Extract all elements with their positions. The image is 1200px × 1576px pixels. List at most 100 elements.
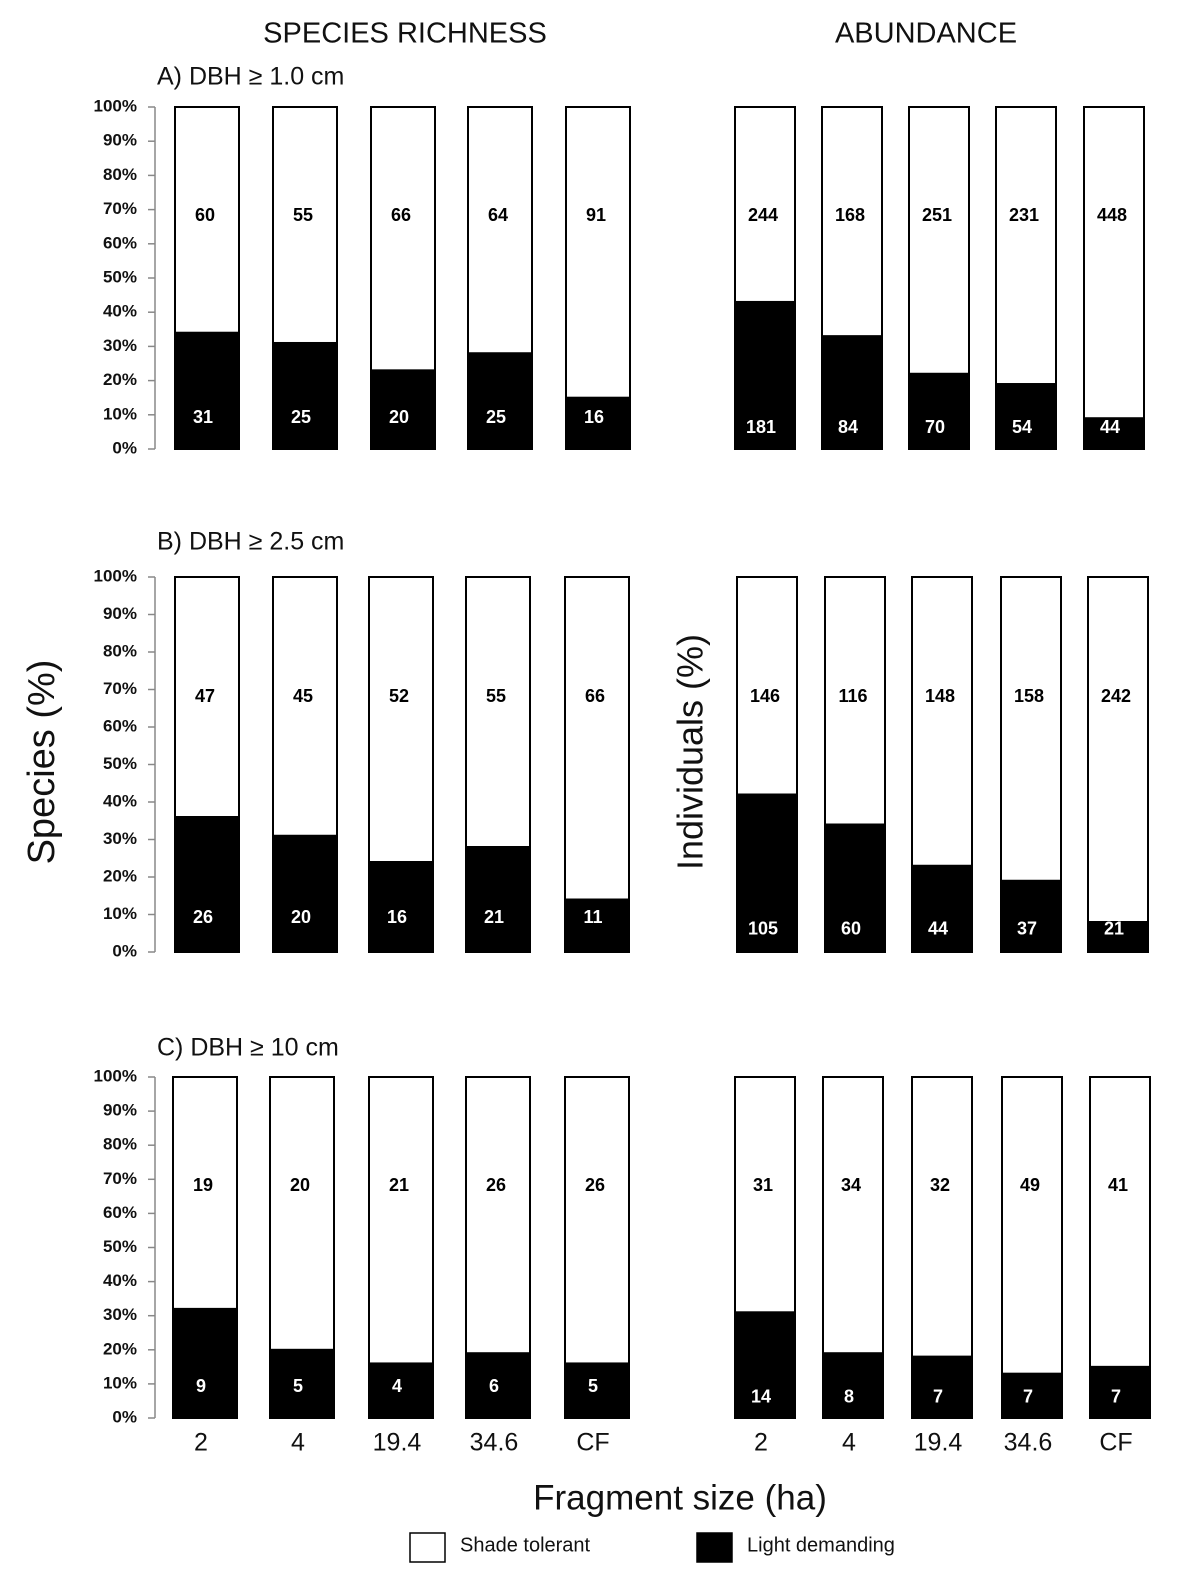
y-tick-label: 50% xyxy=(103,267,137,286)
count-label: 26 xyxy=(585,1175,605,1195)
x-tick-label: CF xyxy=(1099,1429,1132,1457)
y-tick-label: 60% xyxy=(103,233,137,252)
count-label: 45 xyxy=(293,686,313,706)
bar-segment xyxy=(911,576,973,867)
bar-segment xyxy=(995,106,1057,386)
bar-segment xyxy=(174,331,240,450)
y-tick-label: 90% xyxy=(103,604,137,623)
count-label: 34 xyxy=(841,1175,861,1195)
panel-title: B) DBH ≥ 2.5 cm xyxy=(157,528,344,556)
count-label: 7 xyxy=(1023,1386,1033,1406)
bar-segment xyxy=(172,1076,238,1310)
count-label: 66 xyxy=(391,205,411,225)
count-label: 448 xyxy=(1097,205,1127,225)
count-label: 116 xyxy=(838,686,867,706)
bar-segment xyxy=(368,861,434,953)
bar-segment xyxy=(269,1076,335,1351)
count-label: 44 xyxy=(928,918,948,938)
count-label: 21 xyxy=(1104,918,1124,938)
bar-segment xyxy=(272,341,338,451)
panel-title: A) DBH ≥ 1.0 cm xyxy=(157,63,344,91)
y-tick-label: 40% xyxy=(103,1271,137,1290)
x-tick-label: CF xyxy=(576,1429,609,1457)
bar-segment xyxy=(269,1348,335,1420)
legend-swatch xyxy=(696,1532,733,1563)
legend-label: Shade tolerant xyxy=(460,1534,591,1556)
bar-segment xyxy=(1083,106,1145,420)
bar-segment xyxy=(1089,1076,1151,1368)
y-tick-label: 100% xyxy=(94,566,137,585)
count-label: 31 xyxy=(753,1175,773,1195)
count-label: 6 xyxy=(489,1376,499,1396)
count-label: 84 xyxy=(838,417,858,437)
y-tick-label: 50% xyxy=(103,1237,137,1256)
bar-segment xyxy=(174,106,240,334)
count-label: 32 xyxy=(930,1175,950,1195)
y-tick-label: 0% xyxy=(112,941,137,960)
x-tick-label: 34.6 xyxy=(470,1429,519,1457)
bar-segment xyxy=(368,1362,434,1419)
bar-segment xyxy=(821,335,883,451)
bar-segment xyxy=(734,106,796,303)
bar-segment xyxy=(465,1352,531,1419)
bar-segment xyxy=(822,1352,884,1419)
bar-segment xyxy=(465,846,531,953)
y-tick-label: 90% xyxy=(103,131,137,150)
x-tick-label: 19.4 xyxy=(914,1429,963,1457)
x-tick-label: 4 xyxy=(842,1429,856,1457)
y-axis-label: Species (%) xyxy=(21,660,63,865)
y-tick-label: 90% xyxy=(103,1101,137,1120)
bar-segment xyxy=(1000,576,1062,882)
count-label: 25 xyxy=(486,407,506,427)
count-label: 105 xyxy=(748,918,778,938)
y-tick-label: 40% xyxy=(103,791,137,810)
bar-segment xyxy=(824,576,886,826)
count-label: 244 xyxy=(748,205,778,225)
y-tick-label: 80% xyxy=(103,641,137,660)
y-tick-label: 0% xyxy=(112,1407,137,1426)
bar-segment xyxy=(368,576,434,863)
count-label: 70 xyxy=(925,417,945,437)
bar-segment xyxy=(465,576,531,848)
bar-segment xyxy=(467,352,533,450)
bar-segment xyxy=(465,1076,531,1355)
count-label: 8 xyxy=(844,1386,854,1406)
count-label: 41 xyxy=(1108,1175,1128,1195)
bar-segment xyxy=(272,106,338,344)
count-label: 64 xyxy=(488,205,508,225)
bar-segment xyxy=(734,1076,796,1314)
column-title: SPECIES RICHNESS xyxy=(263,18,547,50)
count-label: 7 xyxy=(1111,1386,1121,1406)
count-label: 9 xyxy=(196,1376,206,1396)
count-label: 242 xyxy=(1101,686,1131,706)
y-tick-label: 10% xyxy=(103,404,137,423)
count-label: 251 xyxy=(922,205,952,225)
y-tick-label: 30% xyxy=(103,336,137,355)
bar-segment xyxy=(822,1076,884,1355)
bar-segment xyxy=(908,372,970,451)
count-label: 26 xyxy=(193,907,213,927)
count-label: 181 xyxy=(746,417,776,437)
column-title: ABUNDANCE xyxy=(835,18,1017,50)
count-label: 60 xyxy=(841,918,861,938)
y-tick-label: 20% xyxy=(103,866,137,885)
count-label: 14 xyxy=(751,1386,771,1406)
count-label: 21 xyxy=(389,1175,409,1195)
count-label: 20 xyxy=(389,407,409,427)
y-tick-label: 100% xyxy=(94,96,137,115)
legend-swatch xyxy=(409,1532,446,1563)
count-label: 52 xyxy=(389,686,409,706)
y-tick-label: 0% xyxy=(112,438,137,457)
y-tick-label: 80% xyxy=(103,165,137,184)
count-label: 7 xyxy=(933,1386,943,1406)
bar-segment xyxy=(1089,1365,1151,1419)
bar-segment xyxy=(368,1076,434,1365)
count-label: 19 xyxy=(193,1175,213,1195)
count-label: 5 xyxy=(588,1376,598,1396)
x-tick-label: 34.6 xyxy=(1004,1429,1053,1457)
y-tick-label: 80% xyxy=(103,1135,137,1154)
count-label: 231 xyxy=(1009,205,1039,225)
bar-segment xyxy=(565,106,631,399)
bar-segment xyxy=(272,576,338,837)
x-tick-label: 2 xyxy=(754,1429,768,1457)
